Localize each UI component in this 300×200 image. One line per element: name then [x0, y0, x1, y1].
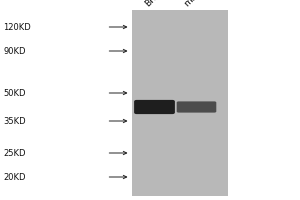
Text: 35KD: 35KD	[3, 116, 26, 126]
Text: 25KD: 25KD	[3, 148, 26, 158]
Bar	[132, 10, 228, 196]
Text: 20KD: 20KD	[3, 172, 26, 182]
Text: 90KD: 90KD	[3, 46, 26, 55]
FancyBboxPatch shape	[134, 100, 175, 114]
Text: Skeletal
muscle: Skeletal muscle	[175, 0, 214, 8]
FancyBboxPatch shape	[177, 101, 216, 113]
Text: Brain: Brain	[144, 0, 167, 8]
Text: 50KD: 50KD	[3, 88, 26, 98]
Text: 120KD: 120KD	[3, 22, 31, 31]
